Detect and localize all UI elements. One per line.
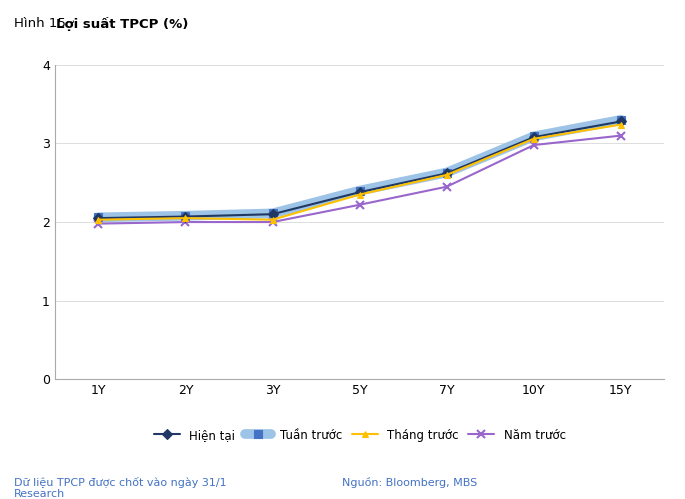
Hiện tại: [530, 134, 538, 140]
Tháng trước: [443, 172, 451, 178]
Hiện tại: [356, 189, 364, 195]
Tuần trước: [182, 213, 190, 219]
Hiện tại: [95, 215, 103, 221]
Legend: Hiện tại, Tuần trước, Tháng trước, Năm trước: Hiện tại, Tuần trước, Tháng trước, Năm t…: [148, 423, 571, 448]
Line: Tuần trước: Tuần trước: [94, 116, 625, 222]
Tháng trước: [530, 136, 538, 142]
Tuần trước: [443, 170, 451, 176]
Năm trước: [443, 184, 451, 190]
Năm trước: [616, 133, 625, 139]
Hiện tại: [443, 170, 451, 176]
Tuần trước: [356, 188, 364, 194]
Năm trước: [530, 142, 538, 148]
Hiện tại: [616, 118, 625, 124]
Năm trước: [182, 219, 190, 225]
Hiện tại: [269, 211, 277, 217]
Line: Hiện tại: Hiện tại: [95, 118, 624, 222]
Năm trước: [269, 219, 277, 225]
Tuần trước: [616, 117, 625, 123]
Năm trước: [95, 221, 103, 227]
Tháng trước: [616, 122, 625, 128]
Năm trước: [356, 202, 364, 208]
Text: Hình 15:: Hình 15:: [14, 17, 74, 30]
Tháng trước: [95, 217, 103, 223]
Text: Lợi suất TPCP (%): Lợi suất TPCP (%): [56, 17, 188, 31]
Text: Dữ liệu TPCP được chốt vào ngày 31/1
Research: Dữ liệu TPCP được chốt vào ngày 31/1 Res…: [14, 477, 226, 499]
Tháng trước: [269, 217, 277, 223]
Tháng trước: [182, 215, 190, 221]
Tuần trước: [95, 215, 103, 221]
Line: Năm trước: Năm trước: [94, 131, 625, 228]
Tuần trước: [269, 211, 277, 217]
Tháng trước: [356, 192, 364, 198]
Hiện tại: [182, 214, 190, 220]
Tuần trước: [530, 133, 538, 139]
Line: Tháng trước: Tháng trước: [95, 121, 624, 223]
Text: Nguồn: Bloomberg, MBS: Nguồn: Bloomberg, MBS: [342, 477, 477, 488]
